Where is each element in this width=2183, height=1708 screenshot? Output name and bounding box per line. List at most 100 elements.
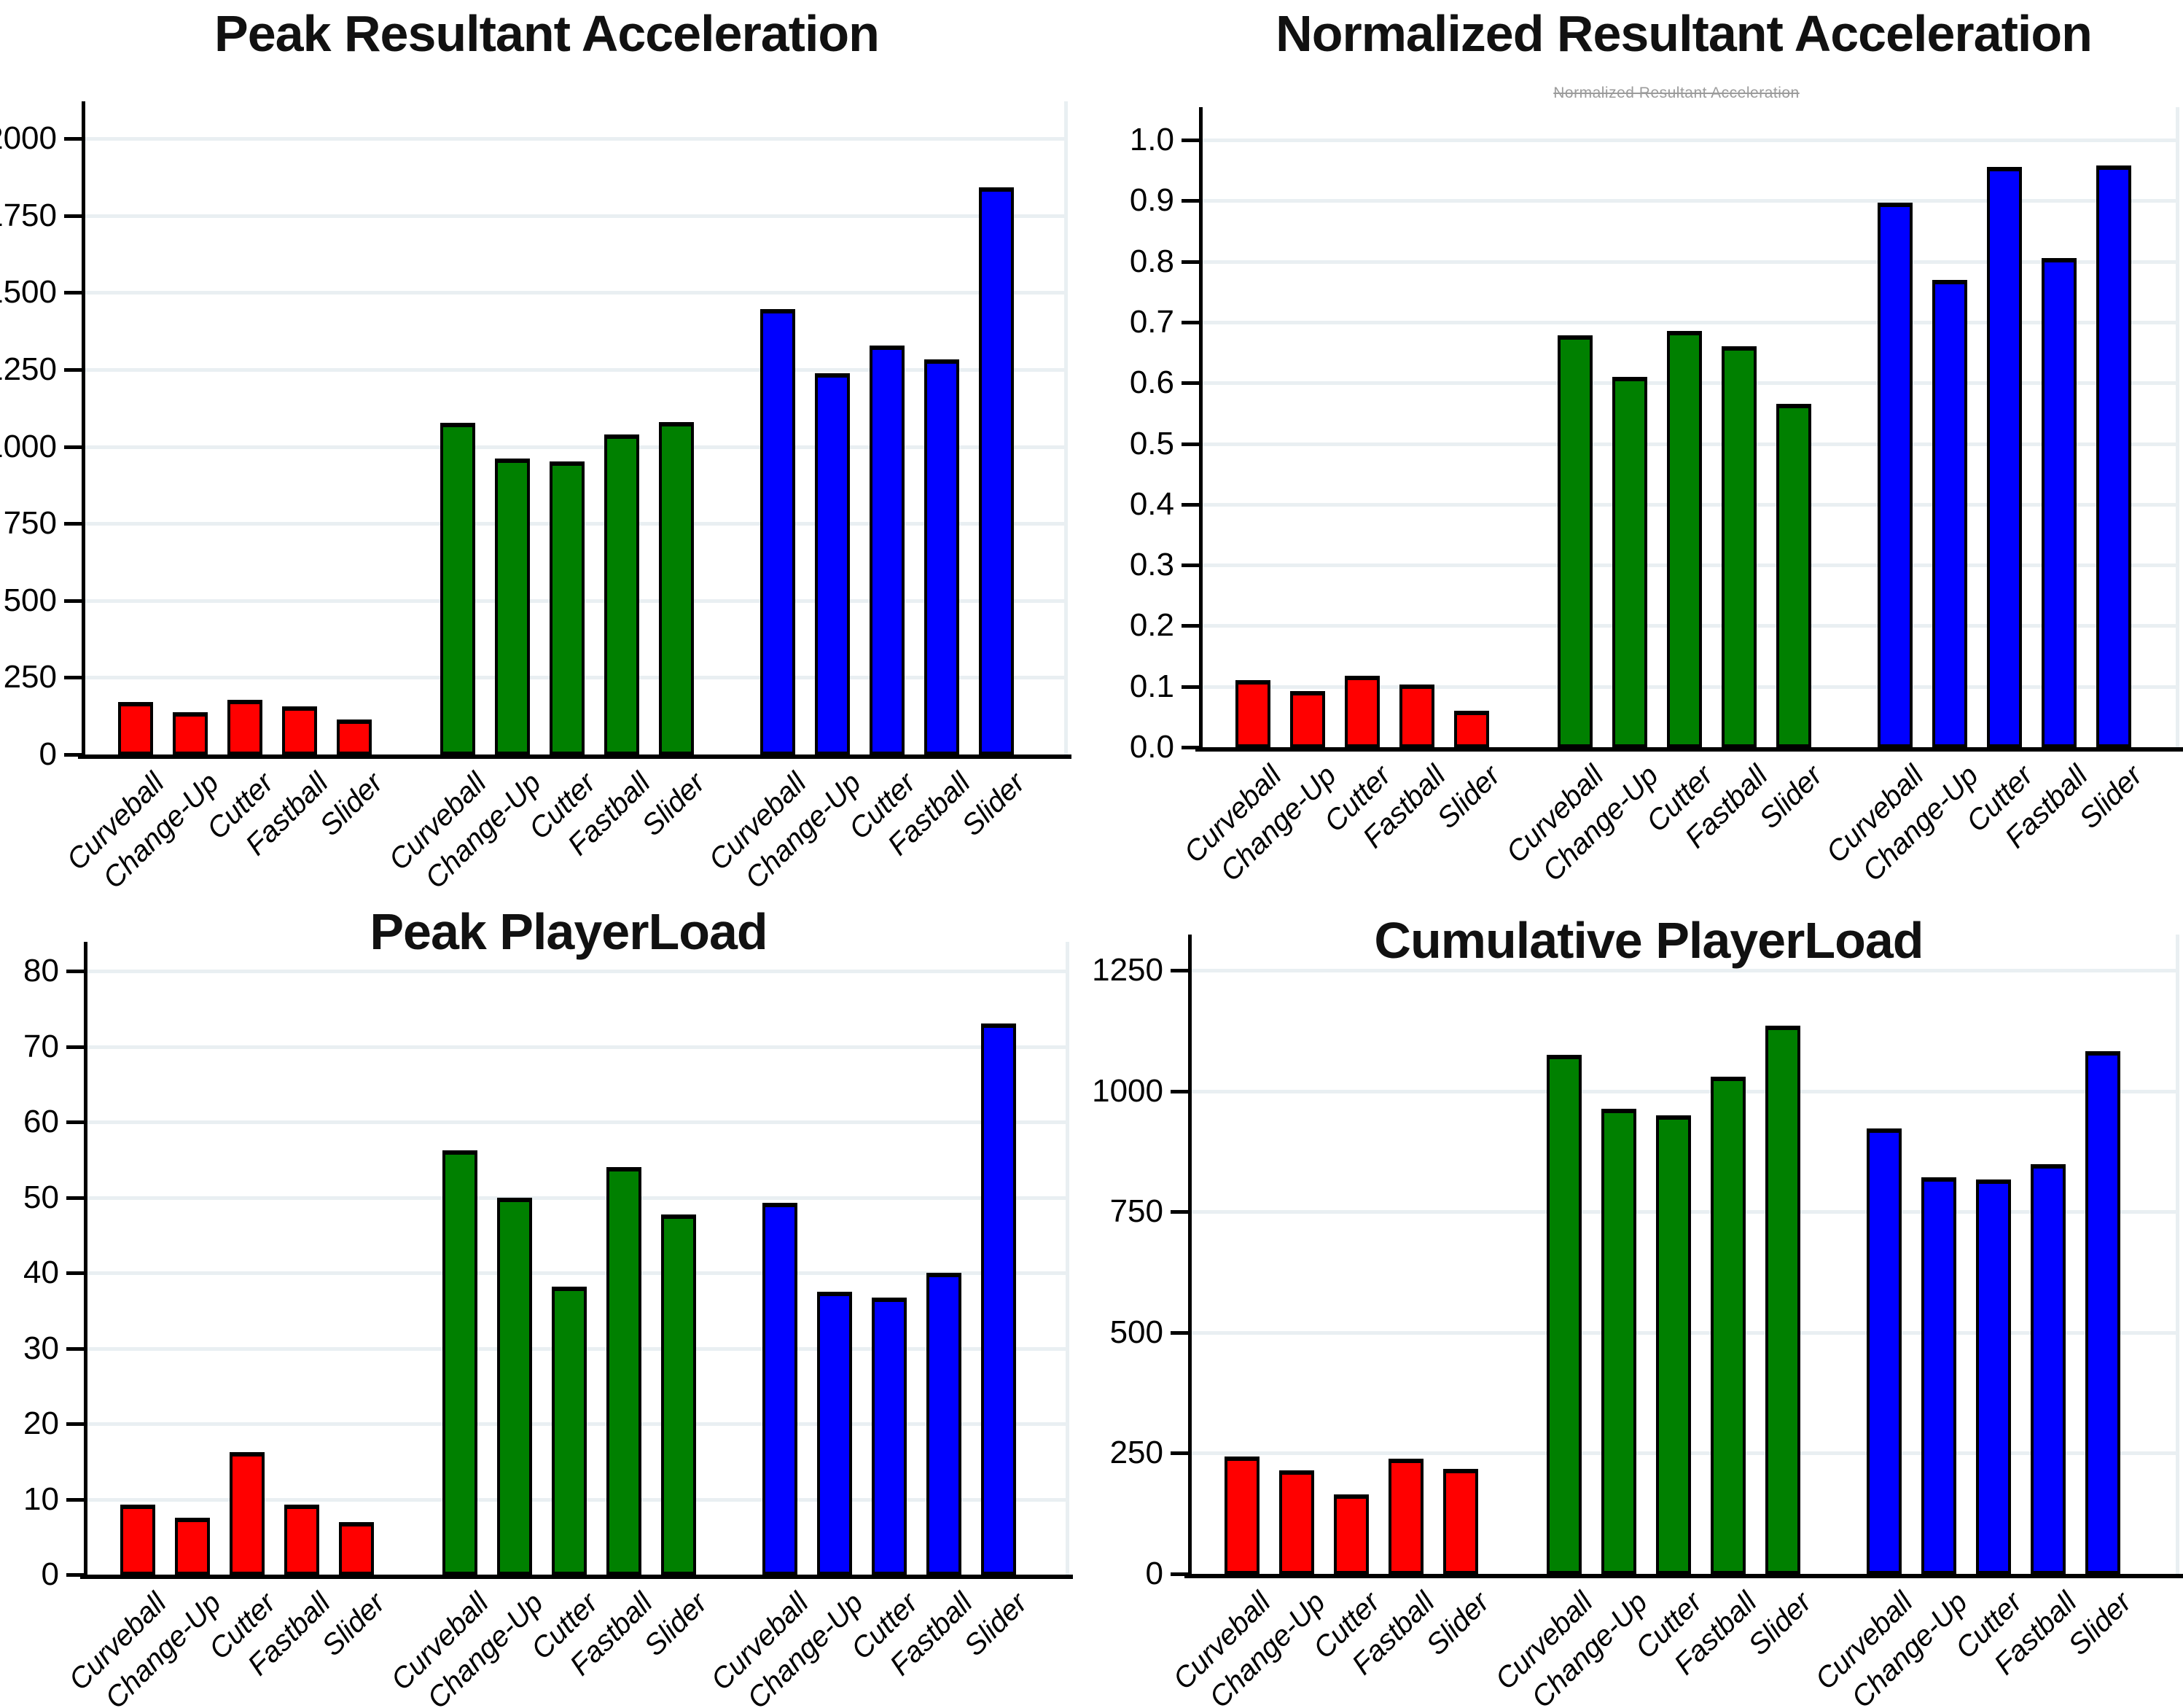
y-tick [64, 214, 82, 218]
y-tick-label: 500 [1109, 1314, 1163, 1350]
bar-green-change-up [495, 459, 530, 754]
y-tick [64, 137, 82, 141]
x-axis [1195, 747, 2183, 752]
gridline [84, 1120, 1066, 1124]
gridline [84, 1196, 1066, 1200]
y-tick-label: 0.6 [1129, 364, 1174, 401]
y-tick-label: 500 [3, 582, 57, 618]
bar-green-change-up [1601, 1109, 1636, 1574]
bar-red-change-up [1290, 691, 1325, 747]
bar-blue-change-up [817, 1291, 852, 1575]
bar-blue-fastball [924, 359, 959, 754]
gridline [1199, 139, 2176, 142]
y-tick [64, 598, 82, 603]
y-tick-label: 0.9 [1129, 182, 1174, 219]
gridline [84, 1271, 1066, 1275]
y-tick [1182, 685, 1199, 689]
bar-green-fastball [604, 434, 639, 754]
y-tick [66, 1573, 84, 1577]
bar-red-cutter [1334, 1494, 1369, 1574]
y-tick [1171, 969, 1188, 972]
y-tick [66, 1271, 84, 1275]
bar-green-curveball [442, 1150, 477, 1575]
bar-blue-slider [2096, 165, 2131, 747]
gridline [1188, 969, 2176, 972]
bar-blue-slider [979, 187, 1014, 754]
bar-green-slider [1776, 404, 1811, 747]
bar-red-fastball [282, 706, 317, 754]
bar-green-slider [1765, 1026, 1800, 1574]
x-axis [80, 1575, 1073, 1579]
bar-blue-change-up [1932, 279, 1967, 747]
y-tick [66, 1045, 84, 1049]
bar-red-curveball [1235, 680, 1270, 747]
y-tick [1171, 1451, 1188, 1456]
y-tick [66, 1196, 84, 1200]
bar-green-fastball [1711, 1076, 1746, 1574]
y-tick-label: 0.7 [1129, 303, 1174, 340]
bar-red-fastball [1389, 1459, 1424, 1574]
bar-red-slider [1443, 1468, 1478, 1574]
bar-red-fastball [1399, 685, 1434, 747]
bar-green-curveball [1558, 335, 1593, 747]
y-tick-label: 750 [3, 505, 57, 542]
y-tick-label: 0.8 [1129, 243, 1174, 279]
bar-red-curveball [120, 1504, 155, 1575]
x-axis [1184, 1574, 2183, 1578]
bar-blue-curveball [762, 1202, 797, 1575]
bar-red-slider [339, 1521, 374, 1575]
y-tick [66, 1422, 84, 1426]
y-tick-label: 1000 [0, 428, 57, 464]
y-tick [1182, 139, 1199, 142]
y-tick-label: 80 [23, 953, 59, 988]
bar-blue-fastball [2031, 1164, 2066, 1574]
y-tick-label: 1500 [0, 274, 57, 311]
gridline [82, 445, 1064, 449]
y-tick [1182, 624, 1199, 628]
y-tick [1182, 260, 1199, 264]
bar-red-cutter [1345, 675, 1380, 747]
plot-frame-right-edge [1066, 942, 1069, 1575]
bar-red-slider [337, 719, 372, 754]
gridline [82, 214, 1064, 218]
y-tick [64, 676, 82, 680]
y-axis [1199, 107, 1203, 752]
y-tick-label: 0.3 [1129, 547, 1174, 583]
y-tick-label: 0.0 [1129, 729, 1174, 765]
y-tick-label: 0.2 [1129, 607, 1174, 644]
y-tick-label: 0.1 [1129, 668, 1174, 704]
y-tick [64, 368, 82, 372]
bar-blue-slider [2085, 1051, 2120, 1574]
y-tick-label: 1250 [1092, 952, 1163, 988]
y-tick-label: 2000 [0, 120, 57, 157]
y-tick-label: 0 [39, 736, 57, 772]
y-tick [64, 522, 82, 526]
gridline [82, 368, 1064, 372]
bar-blue-change-up [815, 373, 850, 754]
chart-title: Cumulative PlayerLoad [1374, 912, 1924, 969]
ghost-subtitle: Normalized Resultant Acceleration [1553, 85, 1800, 101]
gridline [82, 291, 1064, 295]
y-tick-label: 0.5 [1129, 425, 1174, 461]
y-tick [1182, 381, 1199, 386]
chart-title: Peak PlayerLoad [370, 903, 768, 960]
y-tick [1182, 320, 1199, 324]
gridline [1188, 1089, 2176, 1093]
plot-frame-right-edge [2176, 935, 2179, 1574]
y-tick-label: 250 [3, 659, 57, 695]
bar-blue-curveball [760, 308, 795, 754]
bar-red-slider [1454, 711, 1489, 747]
bar-green-cutter [1667, 331, 1702, 747]
bar-red-cutter [227, 699, 262, 754]
y-tick [1182, 564, 1199, 568]
bar-green-curveball [1547, 1054, 1582, 1574]
plot-frame-right-edge [1064, 101, 1068, 754]
bar-blue-cutter [870, 346, 905, 754]
y-tick-label: 750 [1109, 1193, 1163, 1230]
y-tick [66, 1497, 84, 1502]
y-axis [1188, 935, 1192, 1578]
y-tick [64, 291, 82, 295]
y-tick [1171, 1330, 1188, 1335]
